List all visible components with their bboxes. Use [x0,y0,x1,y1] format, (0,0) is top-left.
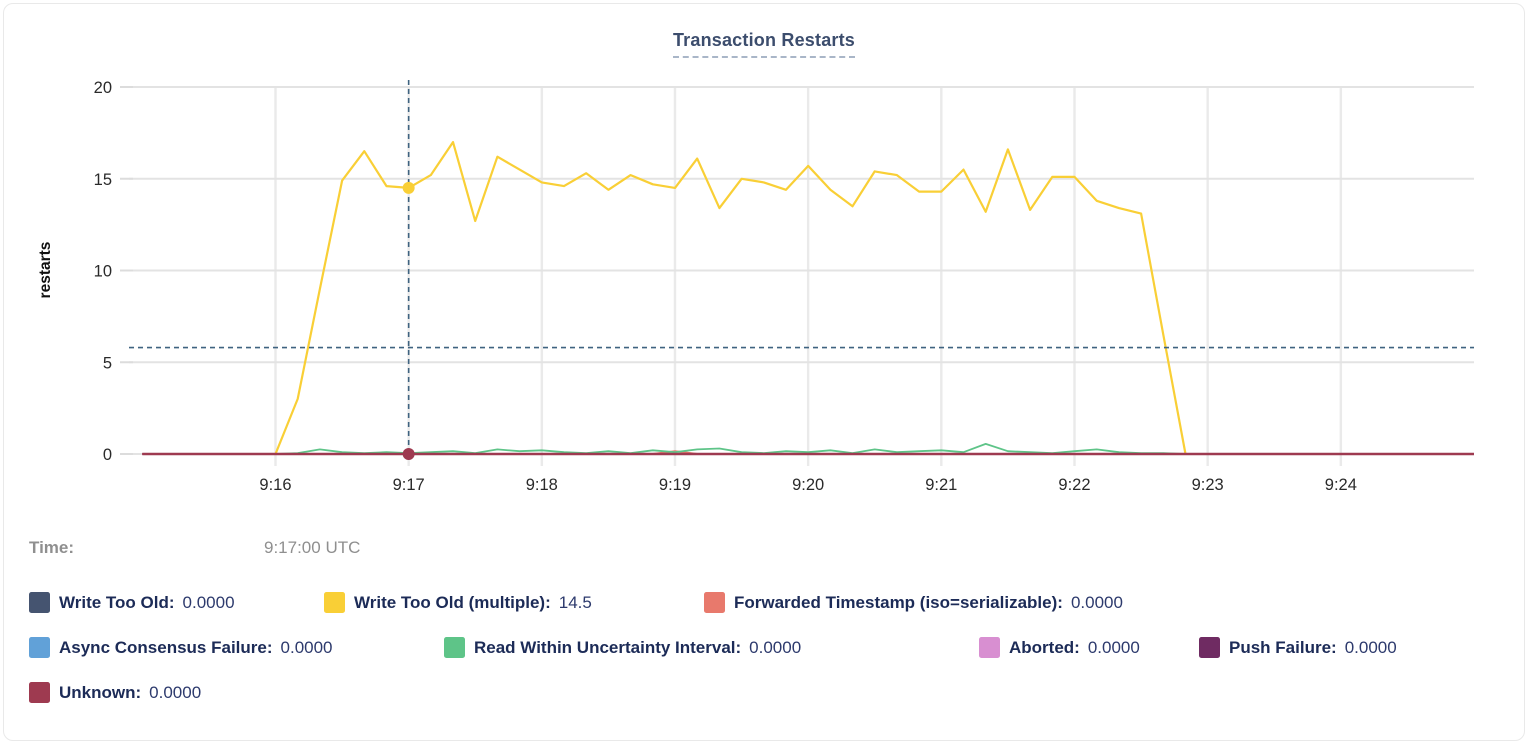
legend-swatch-aborted [979,637,1000,658]
y-grid-and-ticks: 0 5 10 15 20 [94,79,1474,464]
legend-swatch-unknown [29,682,50,703]
legend-item-unknown: Unknown: 0.0000 [29,682,201,703]
legend-label: Async Consensus Failure: [59,637,273,657]
x-tick-label: 9:17 [393,476,425,494]
x-tick-label: 9:24 [1325,476,1357,494]
legend-item-forwarded-timestamp-iso-serializable: Forwarded Timestamp (iso=serializable): 0… [704,592,1123,613]
x-tick-label: 9:19 [659,476,691,494]
legend-swatch-read-within-uncertainty-interval [444,637,465,658]
legend-item-write-too-old: Write Too Old: 0.0000 [29,592,235,613]
legend-item-aborted: Aborted: 0.0000 [979,637,1140,658]
chart-header: Transaction Restarts [4,30,1524,58]
legend-row-2: Async Consensus Failure: 0.0000 Read Withi… [4,637,1524,665]
legend-value: 14.5 [558,592,592,612]
legend-swatch-async-consensus-failure [29,637,50,658]
legend-row-3: Unknown: 0.0000 [4,682,1524,710]
legend-label: Aborted: [1009,637,1080,657]
y-tick-label: 10 [94,263,112,281]
legend-label: Forwarded Timestamp (iso=serializable): [734,592,1063,612]
legend-label: Read Within Uncertainty Interval: [474,637,742,657]
x-tick-label: 9:21 [925,476,957,494]
legend-value: 0.0000 [749,637,802,657]
transaction-restarts-chart[interactable]: 9:16 9:17 9:18 9:19 9:20 9:21 9:22 9:23 9:24 0 5 10… [4,4,1528,509]
x-tick-label: 9:22 [1058,476,1090,494]
tooltip-time-value: 9:17:00 UTC [264,538,361,557]
legend-item-push-failure: Push Failure: 0.0000 [1199,637,1397,658]
x-grid-and-ticks: 9:16 9:17 9:18 9:19 9:20 9:21 9:22 9:23 9:24 [259,87,1357,494]
legend-label: Unknown: [59,682,142,702]
legend-value: 0.0000 [182,592,235,612]
y-tick-label: 0 [103,446,112,464]
legend-item-write-too-old-multiple: Write Too Old (multiple): 14.5 [324,592,592,613]
legend-item-async-consensus-failure: Async Consensus Failure: 0.0000 [29,637,333,658]
y-tick-label: 15 [94,171,112,189]
hover-tooltip-time-row: Time: 9:17:00 UTC [4,538,1524,564]
legend-row-1: Write Too Old: 0.0000 Write Too Old (multi… [4,592,1524,620]
hover-dot-write-too-old-multiple [402,181,415,194]
legend-value: 0.0000 [280,637,333,657]
legend-label: Write Too Old (multiple): [354,592,551,612]
series-lines [142,141,1474,456]
series-line-write-too-old-multiple [274,141,1187,455]
legend-value: 0.0000 [149,682,202,702]
legend-label: Push Failure: [1229,637,1337,657]
legend-swatch-push-failure [1199,637,1220,658]
legend-value: 0.0000 [1344,637,1397,657]
y-tick-label: 20 [94,79,112,97]
legend-swatch-write-too-old-multiple [324,592,345,613]
x-tick-label: 9:20 [792,476,824,494]
legend-item-read-within-uncertainty-interval: Read Within Uncertainty Interval: 0.0000 [444,637,801,658]
series-line-read-within-uncertainty-interval [275,442,1186,455]
y-axis-title: restarts [37,242,54,299]
chart-title[interactable]: Transaction Restarts [672,30,856,58]
chart-card: Transaction Restarts 9:16 9:17 9:18 9:19 9:2… [3,3,1525,741]
hover-crosshair [129,80,1474,460]
x-tick-label: 9:18 [526,476,558,494]
y-tick-label: 5 [103,354,112,372]
x-tick-label: 9:23 [1192,476,1224,494]
legend-value: 0.0000 [1087,637,1140,657]
x-tick-label: 9:16 [259,476,291,494]
legend-label: Write Too Old: [59,592,175,612]
tooltip-time-label: Time: [29,538,75,557]
hover-dot-unknown [402,448,415,460]
legend-swatch-write-too-old [29,592,50,613]
legend-swatch-forwarded-timestamp-iso-serializable [704,592,725,613]
legend-value: 0.0000 [1070,592,1123,612]
